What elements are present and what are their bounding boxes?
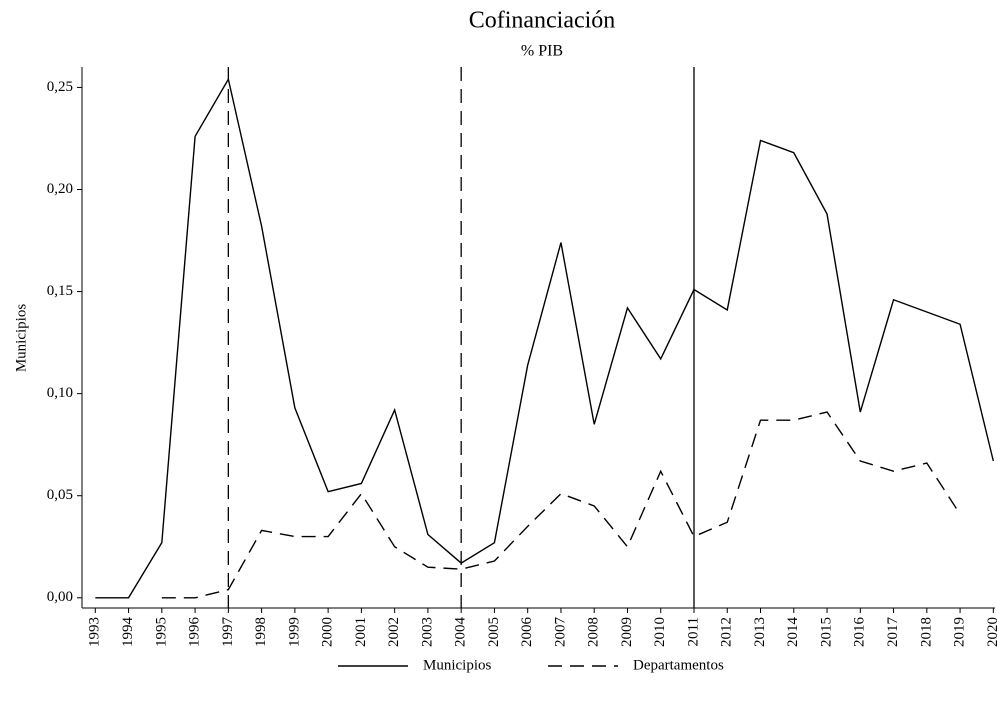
y-tick-label: 0,20 [47,181,73,197]
x-tick-label: 2014 [785,617,801,648]
x-tick-label: 2007 [552,617,568,648]
x-tick-label: 2011 [685,617,701,646]
y-tick-label: 0,15 [47,283,73,299]
x-tick-label: 2008 [586,617,602,647]
x-tick-label: 2018 [918,617,934,647]
x-tick-label: 1998 [253,617,269,647]
x-tick-label: 1997 [220,617,236,648]
x-tick-label: 1994 [120,617,136,648]
x-tick-label: 2006 [519,617,535,648]
x-tick-label: 2012 [719,617,735,647]
x-tick-label: 2001 [353,617,369,647]
y-axis-label: Municipios [13,304,29,372]
x-tick-label: 2000 [320,617,336,647]
x-tick-label: 2016 [852,617,868,648]
y-tick-label: 0,00 [47,589,73,605]
x-tick-label: 2002 [386,617,402,647]
x-tick-label: 2010 [652,617,668,647]
y-tick-label: 0,25 [47,79,73,95]
x-tick-label: 1995 [153,617,169,647]
y-tick-label: 0,05 [47,487,73,503]
series-line [161,411,961,599]
x-tick-label: 2017 [885,617,901,648]
x-tick-label: 2013 [752,617,768,647]
x-tick-label: 2009 [619,617,635,647]
legend-label: Municipios [423,657,491,673]
x-tick-label: 2003 [419,617,435,647]
chart-subtitle: % PIB [521,43,563,60]
x-tick-label: 2019 [952,617,968,647]
chart-title: Cofinanciación [469,8,616,34]
x-tick-label: 2005 [486,617,502,647]
x-tick-label: 2015 [818,617,834,647]
x-tick-label: 2020 [985,617,997,647]
x-tick-label: 1999 [286,617,302,647]
legend-label: Departamentos [633,657,724,673]
x-tick-label: 1993 [87,617,103,647]
y-tick-label: 0,10 [47,385,73,401]
x-tick-label: 2004 [453,617,469,648]
series-line [95,77,995,599]
x-tick-label: 1996 [187,617,203,648]
